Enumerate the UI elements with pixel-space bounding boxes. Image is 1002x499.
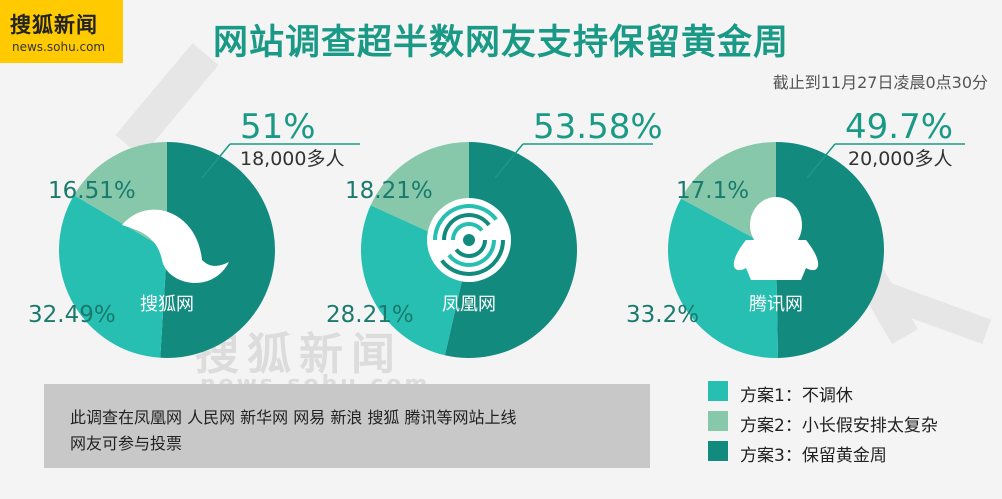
pie-chart-ifeng: 凤凰网 28.21% 18.21% 53.58% [326, 107, 663, 358]
slice-option-1 [668, 198, 779, 358]
callout-line [201, 143, 231, 179]
pie-chart-tencent: 腾讯网 33.2% 17.1% 49.7%20,000多人 [626, 107, 965, 358]
legend-label: 方案3：保留黄金周 [740, 446, 887, 466]
slice-option-3 [776, 142, 885, 358]
callout-line [494, 143, 524, 179]
callout-line [806, 143, 836, 179]
sohu-news-logo[interactable]: 搜狐新闻 news.sohu.com [0, 0, 123, 63]
percent-label-option-1: 32.49% [28, 302, 116, 328]
percent-label-option-2: 17.1% [676, 178, 749, 204]
percent-label-option-1: 28.21% [326, 302, 414, 328]
legend-label: 方案2：小长假安排太复杂 [740, 416, 938, 436]
note-line-2: 网友可参与投票 [70, 434, 183, 453]
percent-label-option-1: 33.2% [626, 302, 699, 328]
percent-label-option-2: 16.51% [48, 178, 136, 204]
slice-option-3 [444, 142, 577, 358]
legend-swatch [708, 381, 728, 401]
legend-swatch [708, 411, 728, 431]
logo-domain: news.sohu.com [12, 40, 106, 54]
site-name-label: 腾讯网 [749, 294, 803, 315]
page-title: 网站调查超半数网友支持保留黄金周 [212, 23, 789, 63]
percent-label-option-2: 18.21% [345, 178, 433, 204]
logo-text: 搜狐新闻 [10, 13, 98, 37]
fox-tail-icon [122, 209, 229, 283]
as-of-timestamp: 截止到11月27日凌晨0点30分 [772, 73, 988, 92]
legend-label: 方案1：不调休 [740, 386, 853, 406]
phoenix-logo-icon [427, 198, 511, 282]
slice-option-3 [160, 142, 275, 358]
legend-swatch [708, 441, 728, 461]
survey-note: 此调查在凤凰网 人民网 新华网 网易 新浪 搜狐 腾讯等网站上线 网友可参与投票 [44, 384, 650, 468]
site-name-label: 凤凰网 [442, 294, 496, 315]
participants-count: 18,000多人 [240, 148, 344, 170]
site-name-label: 搜狐网 [140, 294, 194, 315]
percent-label-option-3: 51% [240, 107, 316, 147]
note-line-1: 此调查在凤凰网 人民网 新华网 网易 新浪 搜狐 腾讯等网站上线 [70, 408, 517, 427]
slice-option-1 [58, 195, 167, 358]
participants-count: 20,000多人 [848, 148, 952, 170]
percent-label-option-3: 49.7% [845, 107, 953, 147]
penguin-icon [733, 197, 819, 280]
pie-chart-sohu: 搜狐网 32.49% 16.51% 51%18,000多人 [28, 107, 360, 358]
percent-label-option-3: 53.58% [533, 107, 663, 147]
